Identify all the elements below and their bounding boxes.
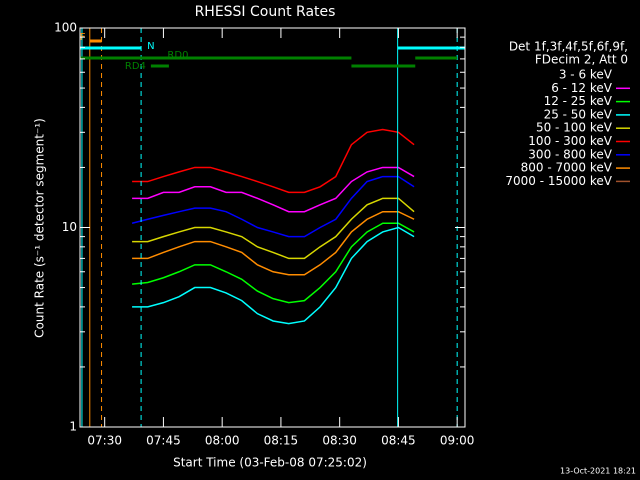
legend-label: 3 - 6 keV	[559, 68, 613, 82]
footer: 13-Oct-2021 18:21	[560, 467, 636, 476]
legend-header: FDecim 2, Att 0	[535, 53, 628, 67]
x-tick-label: 08:15	[264, 434, 299, 448]
x-tick-label: 09:00	[440, 434, 475, 448]
x-axis-label: Start Time (03-Feb-08 07:25:02)	[173, 456, 367, 470]
legend-label: 800 - 7000 keV	[521, 161, 613, 175]
legend-header: Det 1f,3f,4f,5f,6f,9f,	[509, 40, 628, 54]
series-line	[131, 175, 415, 238]
legend-label: 12 - 25 keV	[544, 94, 613, 108]
flag-label: RD0	[167, 50, 188, 61]
x-tick-label: 08:00	[205, 434, 240, 448]
legend-label: 6 - 12 keV	[551, 81, 613, 95]
y-tick-label: 100	[54, 21, 77, 35]
legend-label: 100 - 300 keV	[528, 134, 612, 148]
x-tick-label: 08:45	[381, 434, 416, 448]
series-line	[132, 128, 415, 194]
legend-label: 7000 - 15000 keV	[505, 174, 612, 188]
legend-label: 50 - 100 keV	[536, 121, 613, 135]
series-line	[132, 166, 415, 213]
series-line	[132, 197, 415, 260]
series-line	[132, 226, 415, 325]
flag-label: RD4	[125, 61, 146, 72]
y-axis-label: Count Rate (s⁻¹ detector segment⁻¹)	[33, 118, 47, 338]
x-tick-label: 07:45	[146, 434, 181, 448]
flag-label: N	[147, 41, 154, 52]
chart-title: RHESSI Count Rates	[195, 4, 336, 20]
x-tick-label: 08:30	[322, 434, 357, 448]
y-tick-label: 10	[62, 220, 77, 234]
legend-label: 300 - 800 keV	[528, 147, 612, 161]
legend-label: 25 - 50 keV	[544, 107, 613, 121]
y-tick-label: 1	[69, 420, 77, 434]
x-tick-label: 07:30	[87, 434, 122, 448]
series-line	[132, 222, 415, 304]
series-line	[132, 210, 415, 276]
